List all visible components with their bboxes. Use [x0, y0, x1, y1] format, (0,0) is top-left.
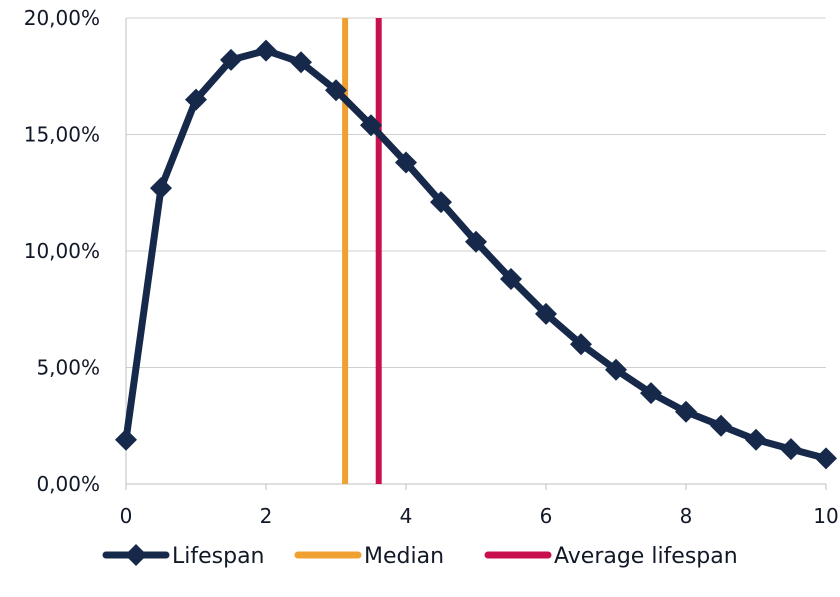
lifespan-data-point	[535, 302, 557, 325]
lifespan-data-point	[745, 428, 767, 451]
lifespan-data-point	[290, 51, 312, 74]
legend-label-median: Median	[364, 544, 444, 569]
x-tick-label: 2	[260, 504, 273, 528]
x-tick-label: 10	[813, 504, 838, 528]
lifespan-data-point	[220, 48, 242, 71]
lifespan-data-point	[150, 177, 172, 200]
legend-label-average-lifespan: Average lifespan	[554, 544, 738, 569]
lifespan-data-point	[815, 447, 837, 470]
lifespan-data-point	[430, 191, 452, 214]
legend: Lifespan Median Average lifespan	[102, 544, 738, 569]
lifespan-series-line	[122, 47, 830, 462]
y-tick-label: 0,00%	[36, 472, 100, 496]
y-tick-label: 10,00%	[24, 239, 100, 263]
lifespan-data-point	[675, 400, 697, 423]
x-tick-label: 6	[540, 504, 553, 528]
lifespan-data-point	[325, 79, 347, 102]
series-layer	[115, 39, 837, 470]
lifespan-data-point	[395, 151, 417, 174]
x-tick-label: 8	[680, 504, 693, 528]
grid-layer	[126, 17, 826, 368]
lifespan-data-point	[640, 382, 662, 405]
y-tick-label: 15,00%	[24, 123, 100, 147]
lifespan-data-point	[465, 230, 487, 253]
lifespan-data-point	[710, 414, 732, 437]
lifespan-data-point	[570, 333, 592, 356]
legend-marker-lifespan	[125, 544, 147, 566]
lifespan-data-point	[500, 268, 522, 290]
lifespan-data-point	[255, 39, 277, 62]
lifespan-data-point	[185, 88, 207, 111]
lifespan-data-point	[115, 428, 137, 451]
y-tick-label: 5,00%	[36, 356, 100, 380]
x-tick-label: 4	[400, 504, 413, 528]
lifespan-data-point	[605, 358, 627, 381]
lifespan-data-point	[780, 438, 802, 461]
legend-label-lifespan: Lifespan	[172, 544, 265, 569]
y-tick-label: 20,00%	[24, 6, 100, 30]
axis-layer: 0,00% 5,00% 10,00% 15,00% 20,00% 0 2 4 6 8 10	[24, 6, 839, 528]
lifespan-data-point	[360, 114, 382, 137]
x-tick-label: 0	[120, 504, 133, 528]
